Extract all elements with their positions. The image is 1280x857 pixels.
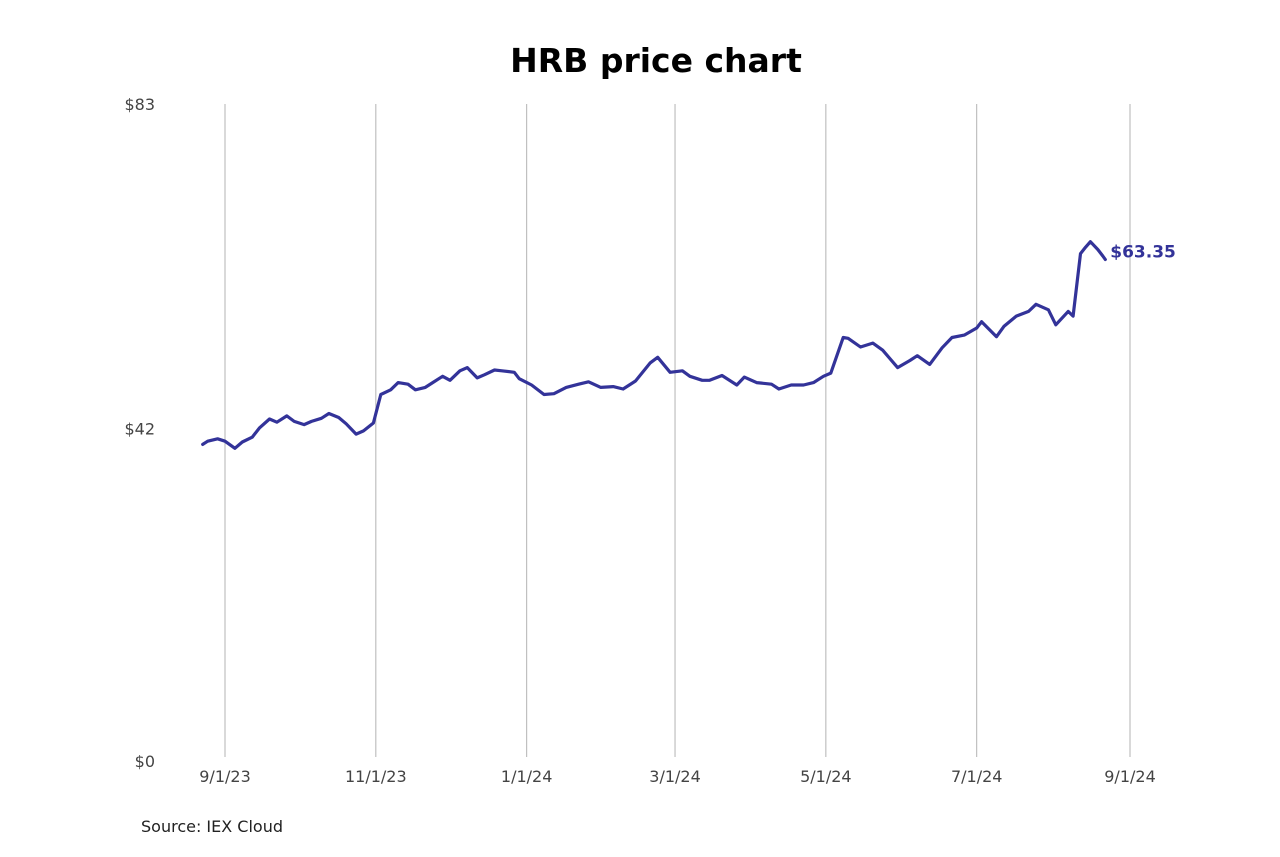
y-axis: $0 $42 $83: [124, 95, 155, 771]
series-layer: [201, 240, 1107, 450]
price-line: [201, 240, 1107, 450]
x-axis: 9/1/23 11/1/23 1/1/24 3/1/24 5/1/24 7/1/24 9/1…: [199, 767, 1156, 786]
gridlines: [224, 104, 1131, 757]
x-tick-label: 5/1/24: [800, 767, 852, 786]
y-tick-label: $0: [135, 752, 155, 771]
x-tick-label: 3/1/24: [649, 767, 701, 786]
x-tick-label: 9/1/24: [1104, 767, 1156, 786]
x-tick-label: 9/1/23: [199, 767, 251, 786]
x-tick-label: 11/1/23: [345, 767, 407, 786]
y-tick-label: $83: [124, 95, 155, 114]
x-tick-label: 1/1/24: [501, 767, 553, 786]
y-tick-label: $42: [124, 420, 155, 439]
x-tick-label: 7/1/24: [951, 767, 1003, 786]
source-note: Source: IEX Cloud: [141, 817, 284, 836]
chart-title: HRB price chart: [510, 41, 802, 80]
last-price-label: $63.35: [1110, 243, 1176, 263]
